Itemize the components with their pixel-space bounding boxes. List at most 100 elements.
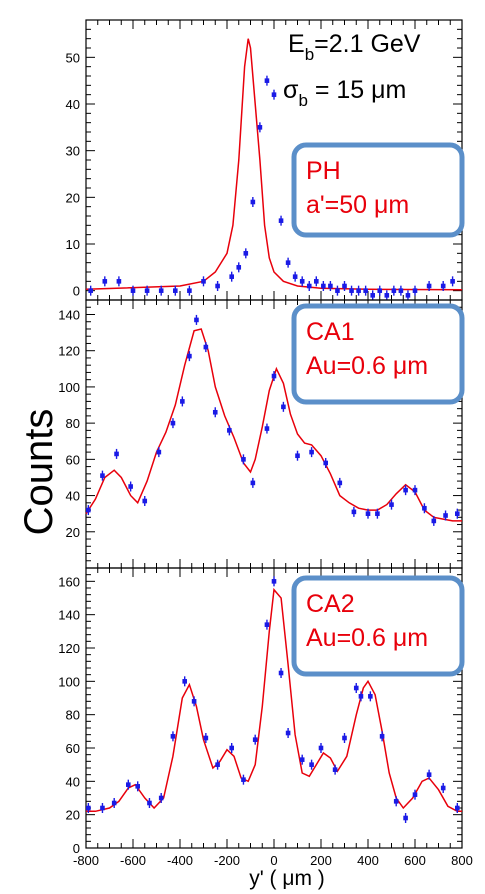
y-tick-label: 60: [66, 741, 80, 756]
panel-ca2: 0 20 40 60 80 100 120 140 160 -800 -600 -400 -200 0 20…: [58, 567, 473, 868]
data-marker: [215, 283, 220, 289]
data-point: [215, 281, 220, 291]
data-point: [285, 728, 291, 738]
data-marker: [323, 460, 328, 466]
data-point: [264, 619, 270, 630]
data-marker: [365, 511, 371, 516]
data-marker: [126, 782, 131, 787]
data-marker: [170, 734, 176, 739]
label-box-text: Au=0.6 μm: [306, 624, 428, 652]
data-point: [86, 803, 91, 813]
data-point: [102, 276, 108, 287]
data-point: [111, 798, 117, 808]
x-tick-label: 0: [270, 853, 277, 868]
data-marker: [180, 399, 185, 404]
y-tick-label: 40: [66, 97, 80, 112]
data-marker: [363, 288, 368, 293]
label-box-text: CA2: [306, 590, 355, 618]
y-tick-label: 120: [58, 344, 80, 359]
data-point: [203, 733, 209, 743]
data-marker: [201, 279, 206, 284]
x-tick-label: 800: [451, 853, 473, 868]
data-marker: [191, 699, 197, 704]
data-marker: [285, 730, 291, 736]
data-point: [170, 418, 176, 429]
data-point: [182, 676, 187, 687]
data-point: [426, 769, 432, 780]
data-marker: [358, 694, 364, 699]
y-tick-label: 120: [58, 641, 80, 656]
data-point: [114, 448, 119, 459]
data-marker: [135, 784, 140, 789]
y-tick-label: 20: [66, 525, 80, 540]
data-point: [180, 396, 185, 407]
x-tick-label: -200: [214, 853, 240, 868]
data-marker: [292, 274, 298, 279]
data-point: [130, 285, 136, 296]
data-marker: [158, 288, 164, 293]
label-box-ca2: [291, 575, 465, 677]
data-point: [314, 276, 319, 287]
data-marker: [389, 502, 394, 507]
y-tick-label: 160: [58, 574, 80, 589]
data-marker: [306, 283, 312, 289]
data-marker: [403, 815, 408, 821]
data-marker: [412, 792, 418, 797]
data-marker: [100, 805, 105, 811]
data-point: [349, 285, 354, 296]
data-marker: [314, 279, 319, 284]
data-marker: [250, 199, 256, 205]
data-marker: [328, 283, 333, 289]
data-point: [278, 668, 284, 678]
data-point: [356, 285, 361, 296]
label-box-ph: [291, 142, 465, 238]
data-point: [328, 281, 333, 291]
data-point: [100, 470, 105, 481]
data-point: [422, 503, 427, 514]
data-point: [212, 407, 218, 418]
data-marker: [377, 288, 383, 293]
data-marker: [86, 507, 91, 513]
data-marker: [405, 293, 411, 298]
data-marker: [412, 288, 418, 293]
data-point: [243, 248, 249, 259]
data-marker: [88, 288, 93, 293]
data-point: [342, 281, 347, 291]
beam-energy-label: Eb=2.1 GeV: [288, 30, 421, 64]
data-point: [306, 281, 312, 291]
label-box-text: CA1: [306, 318, 355, 346]
data-point: [358, 691, 364, 702]
beam-sigma-label: σb = 15 μm: [283, 76, 406, 110]
data-marker: [243, 251, 249, 256]
data-point: [405, 290, 411, 301]
data-point: [318, 743, 324, 753]
data-marker: [114, 451, 119, 457]
data-marker: [384, 293, 390, 298]
data-point: [116, 276, 122, 287]
data-marker: [349, 288, 354, 293]
data-marker: [111, 800, 117, 806]
y-tick-label: 40: [66, 489, 80, 504]
data-point: [135, 781, 140, 792]
data-marker: [250, 480, 256, 486]
data-marker: [173, 288, 178, 293]
data-marker: [337, 480, 343, 486]
data-point: [147, 798, 152, 808]
data-point: [379, 731, 385, 742]
y-tick-label: 80: [66, 416, 80, 431]
data-point: [191, 696, 197, 707]
y-tick-label: 0: [73, 284, 80, 299]
label-box-text: Au=0.6 μm: [306, 352, 428, 380]
data-marker: [86, 805, 91, 811]
data-marker: [147, 800, 152, 806]
x-tick-label: -800: [73, 853, 99, 868]
data-marker: [403, 487, 408, 493]
data-point: [403, 813, 408, 823]
data-point: [88, 285, 93, 296]
data-point: [309, 447, 314, 458]
data-marker: [450, 279, 455, 284]
data-point: [309, 759, 314, 770]
data-point: [281, 401, 286, 412]
data-point: [187, 285, 192, 296]
data-point: [363, 285, 368, 296]
